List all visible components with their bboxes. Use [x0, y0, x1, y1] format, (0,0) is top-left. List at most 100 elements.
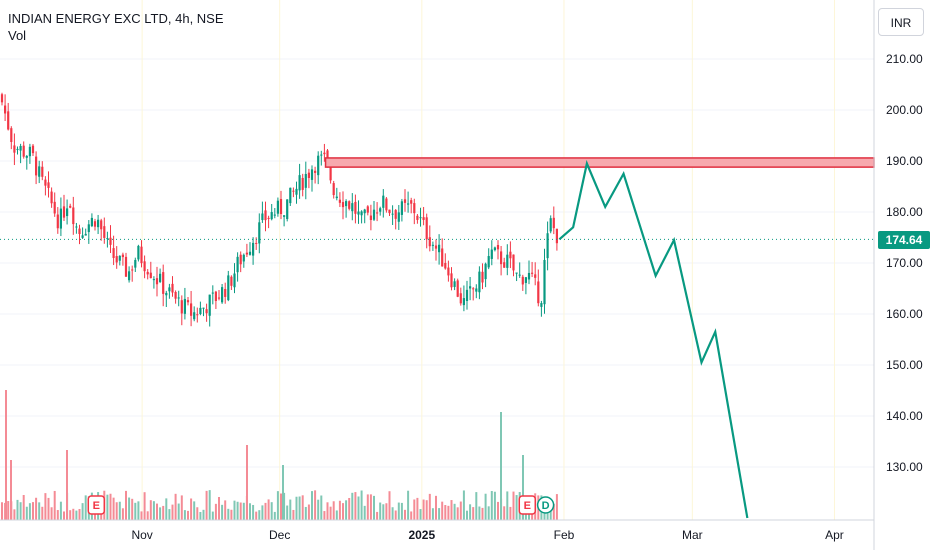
- volume-bar: [410, 511, 413, 520]
- y-tick-label: 150.00: [886, 358, 923, 372]
- candle-body: [326, 150, 329, 162]
- volume-bar: [180, 495, 183, 520]
- candle-body: [62, 206, 66, 218]
- volume-bar: [44, 493, 47, 520]
- candle-body: [447, 267, 450, 276]
- volume-bar: [41, 506, 44, 520]
- candle-body: [84, 233, 87, 236]
- volume-bar: [400, 502, 403, 520]
- volume-bar: [388, 491, 391, 520]
- candle-body: [314, 170, 317, 173]
- candle-body: [159, 273, 162, 282]
- volume-bar: [16, 499, 19, 520]
- candle-body: [140, 246, 143, 264]
- volume-bar: [307, 504, 310, 520]
- candle-body: [549, 218, 552, 232]
- volume-bar: [280, 493, 282, 520]
- candle-body: [543, 259, 546, 305]
- candle-body: [190, 303, 193, 316]
- volume-bar: [63, 511, 65, 520]
- volume-bar: [32, 502, 34, 520]
- candle-body: [13, 145, 16, 153]
- volume-bar: [252, 504, 255, 520]
- candle-body: [35, 156, 38, 176]
- candle-body: [239, 254, 242, 265]
- volume-bar: [118, 501, 121, 520]
- candle-body: [493, 247, 496, 251]
- volume-bar: [177, 503, 180, 520]
- volume-bar: [196, 507, 199, 520]
- volume-bar: [183, 510, 186, 520]
- volume-bar: [335, 510, 338, 520]
- currency-button[interactable]: INR: [878, 8, 924, 36]
- symbol-title: INDIAN ENERGY EXC LTD, 4h, NSE: [8, 11, 224, 26]
- volume-bar: [106, 494, 109, 520]
- volume-bar: [159, 507, 162, 520]
- volume-bar: [224, 500, 227, 520]
- candle-body: [410, 200, 413, 204]
- candle-body: [44, 179, 47, 186]
- volume-bar: [342, 503, 344, 520]
- resistance-zone-layer: [324, 157, 875, 168]
- volume-bar: [450, 500, 453, 520]
- volume-bar: [478, 506, 481, 520]
- volume-bar: [351, 492, 354, 520]
- volume-bar: [311, 491, 313, 520]
- volume-bar: [376, 511, 379, 520]
- y-tick-label: 210.00: [886, 52, 923, 66]
- volume-bar: [314, 490, 317, 520]
- candle-body: [524, 277, 527, 283]
- candle-body: [121, 254, 124, 258]
- candle-body: [165, 292, 168, 296]
- volume-bar: [84, 495, 87, 520]
- volume-bar: [47, 497, 50, 520]
- candle-body: [10, 128, 13, 143]
- candle-body: [146, 271, 149, 275]
- volume-bar: [407, 490, 410, 520]
- candle-body: [394, 210, 397, 219]
- volume-bar: [369, 494, 372, 520]
- candle-body: [403, 199, 407, 203]
- y-tick-label: 160.00: [886, 307, 923, 321]
- candle-body: [131, 269, 134, 271]
- candle-body: [124, 256, 128, 277]
- volume-bar: [25, 506, 28, 520]
- volume-bar: [190, 498, 193, 520]
- candle-body: [248, 251, 252, 255]
- volume-bar: [552, 503, 555, 520]
- candle-body: [379, 208, 382, 212]
- candle-body: [193, 312, 196, 320]
- x-tick-label: Mar: [682, 528, 703, 542]
- volume-bar: [425, 500, 428, 520]
- volume-bar: [187, 510, 189, 520]
- candle-body: [419, 217, 422, 219]
- candle-body: [351, 203, 354, 212]
- candle-layer: [0, 92, 558, 327]
- y-tick-label: 190.00: [886, 154, 923, 168]
- volume-bar: [143, 492, 146, 520]
- volume-bar: [208, 490, 211, 520]
- volume-bar: [366, 494, 369, 520]
- volume-label: Vol: [8, 28, 27, 43]
- volume-bar: [453, 503, 456, 520]
- volume-bar: [416, 497, 419, 520]
- candle-body: [224, 288, 227, 297]
- volume-bar: [435, 495, 437, 520]
- candle-body: [363, 209, 366, 214]
- volume-bar: [428, 493, 431, 520]
- volume-bar: [140, 511, 143, 520]
- candle-body: [531, 272, 534, 274]
- candle-body: [205, 309, 208, 314]
- candle-body: [462, 298, 465, 306]
- volume-bar: [292, 509, 295, 520]
- volume-bar: [261, 505, 264, 520]
- candle-body: [196, 314, 199, 316]
- volume-bar: [469, 504, 472, 520]
- candle-body: [320, 154, 323, 156]
- volume-bar: [165, 498, 168, 520]
- candle-body: [438, 244, 441, 253]
- candle-body: [500, 251, 503, 265]
- volume-bar: [125, 490, 127, 520]
